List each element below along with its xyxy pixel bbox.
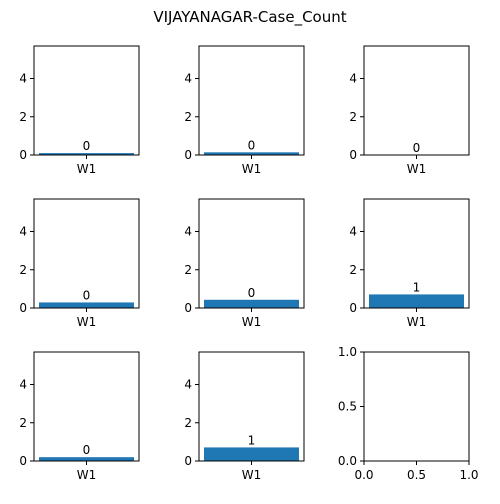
subplot-9-y-tick-label: 1.0 xyxy=(338,345,357,359)
subplot-8-bar xyxy=(204,447,299,461)
subplot-7-data-label: 0 xyxy=(83,443,91,457)
subplot-5-y-tick-label: 0 xyxy=(184,301,192,315)
subplot-7-y-tick-label: 2 xyxy=(19,416,27,430)
subplot-5-x-tick-label: W1 xyxy=(242,315,262,329)
subplot-4-bar xyxy=(39,302,134,308)
subplot-7-frame xyxy=(33,351,140,462)
subplot-5-data-label: 0 xyxy=(248,286,256,300)
subplot-3-y-tick-label: 0 xyxy=(349,148,357,162)
subplot-2-frame xyxy=(198,45,305,156)
subplot-3-x-tick-label: W1 xyxy=(407,162,427,176)
subplot-1-frame xyxy=(33,45,140,156)
subplot-4-y-tick-label: 0 xyxy=(19,301,27,315)
subplot-6-x-tick-label: W1 xyxy=(407,315,427,329)
subplot-1-y-tick-label: 0 xyxy=(19,148,27,162)
subplot-3-data-label: 0 xyxy=(413,141,421,155)
subplot-5-y-tick-label: 2 xyxy=(184,263,192,277)
subplot-9-x-tick-label: 1.0 xyxy=(459,468,478,482)
subplot-9-frame xyxy=(363,351,470,462)
subplot-9-y-tick-label: 0.0 xyxy=(338,454,357,468)
subplot-4-y-tick-label: 4 xyxy=(19,225,27,239)
subplot-8-data-label: 1 xyxy=(248,433,256,447)
subplot-3-y-tick-label: 2 xyxy=(349,110,357,124)
subplot-2-y-tick-label: 4 xyxy=(184,72,192,86)
subplot-7-y-tick-label: 0 xyxy=(19,454,27,468)
subplot-3-frame xyxy=(363,45,470,156)
subplot-2-y-tick-label: 2 xyxy=(184,110,192,124)
subplot-6-bar xyxy=(369,294,464,308)
subplot-2-bar xyxy=(204,152,299,155)
chart-title: VIJAYANAGAR-Case_Count xyxy=(153,8,346,27)
subplot-5-frame xyxy=(198,198,305,309)
subplot-2-x-tick-label: W1 xyxy=(242,162,262,176)
subplot-2-y-tick-label: 0 xyxy=(184,148,192,162)
subplot-5-bar xyxy=(204,299,299,308)
subplot-7-y-tick-label: 4 xyxy=(19,378,27,392)
subplot-8-y-tick-label: 4 xyxy=(184,378,192,392)
subplot-6-y-tick-label: 2 xyxy=(349,263,357,277)
subplot-8-x-tick-label: W1 xyxy=(242,468,262,482)
subplot-7-x-tick-label: W1 xyxy=(77,468,97,482)
subplot-9-x-tick-label: 0.0 xyxy=(354,468,373,482)
subplot-1-y-tick-label: 2 xyxy=(19,110,27,124)
subplot-6-y-tick-label: 4 xyxy=(349,225,357,239)
subplot-6-frame xyxy=(363,198,470,309)
subplot-1-bar xyxy=(39,153,134,155)
subplot-3-y-tick-label: 4 xyxy=(349,72,357,86)
subplot-9-x-tick-label: 0.5 xyxy=(407,468,426,482)
subplot-8-y-tick-label: 0 xyxy=(184,454,192,468)
subplot-4-x-tick-label: W1 xyxy=(77,315,97,329)
subplot-1-y-tick-label: 4 xyxy=(19,72,27,86)
subplot-4-frame xyxy=(33,198,140,309)
subplot-6-y-tick-label: 0 xyxy=(349,301,357,315)
subplot-8-frame xyxy=(198,351,305,462)
subplot-9-y-tick-label: 0.5 xyxy=(338,400,357,414)
subplot-7-bar xyxy=(39,457,134,461)
subplot-6-data-label: 1 xyxy=(413,280,421,294)
subplot-4-data-label: 0 xyxy=(83,288,91,302)
subplot-5-y-tick-label: 4 xyxy=(184,225,192,239)
subplot-2-data-label: 0 xyxy=(248,138,256,152)
subplot-1-data-label: 0 xyxy=(83,139,91,153)
subplot-8-y-tick-label: 2 xyxy=(184,416,192,430)
subplot-1-x-tick-label: W1 xyxy=(77,162,97,176)
subplot-4-y-tick-label: 2 xyxy=(19,263,27,277)
